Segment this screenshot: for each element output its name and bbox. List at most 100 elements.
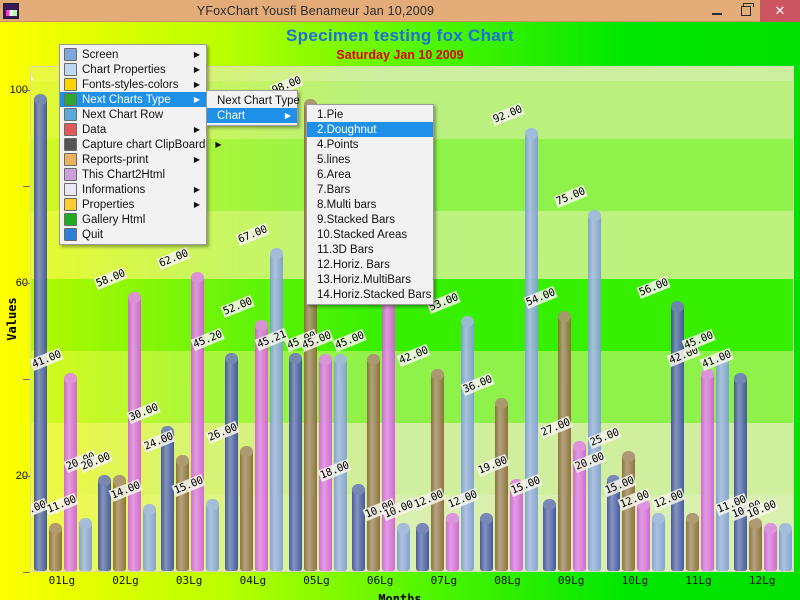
- bar[interactable]: [524, 127, 538, 571]
- minimize-button[interactable]: [702, 0, 731, 21]
- menu-item-label: 2.Doughnut: [317, 123, 377, 136]
- bar[interactable]: [573, 440, 587, 571]
- menu-item[interactable]: 2.Doughnut: [307, 122, 433, 137]
- bar[interactable]: [48, 522, 62, 571]
- menu-item[interactable]: 10.Stacked Areas: [307, 227, 433, 242]
- submenu-chart-types[interactable]: 1.Pie 2.Doughnut 4.Points 5.lines 6.Area 7.Ba…: [306, 104, 434, 305]
- submenu-arrow-icon: ▶: [193, 64, 200, 74]
- menu-item[interactable]: Next Chart Type: [207, 93, 300, 108]
- menu-item[interactable]: Gallery Html: [60, 212, 206, 227]
- menu-item[interactable]: 13.Horiz.MultiBars: [307, 272, 433, 287]
- folder-icon: [64, 153, 77, 166]
- menu-item[interactable]: 1.Pie: [307, 107, 433, 122]
- menu-item[interactable]: Next Chart Row: [60, 107, 206, 122]
- bar[interactable]: [479, 513, 493, 571]
- bar[interactable]: [651, 513, 665, 571]
- bar[interactable]: [142, 503, 156, 571]
- bar[interactable]: [558, 310, 572, 571]
- submenu-arrow-icon: ▶: [193, 124, 200, 134]
- page-icon: [64, 183, 77, 196]
- menu-item[interactable]: 14.Horiz.Stacked Bars: [307, 287, 433, 302]
- bar[interactable]: [636, 498, 650, 571]
- bar[interactable]: [161, 426, 175, 571]
- submenu-next-charts-type[interactable]: Next Chart Type Chart ▶: [206, 90, 300, 126]
- bar[interactable]: [715, 354, 729, 571]
- bar[interactable]: [191, 272, 205, 571]
- bar[interactable]: [460, 315, 474, 571]
- menu-item[interactable]: 5.lines: [307, 152, 433, 167]
- menu-item[interactable]: Informations ▶: [60, 182, 206, 197]
- menu-item[interactable]: 11.3D Bars: [307, 242, 433, 257]
- menu-item[interactable]: Quit: [60, 227, 206, 242]
- bar[interactable]: [288, 353, 302, 571]
- x-axis: 01Lg 02Lg 03Lg 04Lg 05Lg 06Lg 07Lg 08Lg 09Lg 10Lg…: [30, 572, 794, 592]
- menu-item[interactable]: Properties ▶: [60, 197, 206, 212]
- bar[interactable]: [269, 248, 283, 571]
- menu-item[interactable]: Data ▶: [60, 122, 206, 137]
- bar-cap: [734, 373, 748, 385]
- star-icon: [64, 78, 77, 91]
- bar[interactable]: [734, 373, 748, 571]
- menu-item[interactable]: 8.Multi bars: [307, 197, 433, 212]
- bar[interactable]: [206, 498, 220, 571]
- bar-cap: [558, 310, 572, 322]
- menu-item[interactable]: This Chart2Html: [60, 167, 206, 182]
- menu-item[interactable]: 12.Horiz. Bars: [307, 257, 433, 272]
- bar[interactable]: [78, 518, 92, 571]
- menu-item[interactable]: Screen ▶: [60, 47, 206, 62]
- bar-cap: [127, 291, 141, 303]
- bar[interactable]: [239, 445, 253, 571]
- menu-item[interactable]: Fonts-styles-colors ▶: [60, 77, 206, 92]
- bar[interactable]: [779, 522, 793, 571]
- bar[interactable]: [764, 522, 778, 571]
- bar[interactable]: [397, 522, 411, 571]
- bar-cap: [318, 354, 332, 366]
- bar-cap: [430, 368, 444, 380]
- bar[interactable]: [176, 455, 190, 571]
- check-icon: [64, 213, 77, 226]
- bar[interactable]: [254, 320, 268, 571]
- bar[interactable]: [588, 209, 602, 571]
- menu-item[interactable]: Capture chart ClipBoard ▶: [60, 137, 222, 152]
- bar[interactable]: [430, 368, 444, 571]
- bar[interactable]: [685, 513, 699, 571]
- menu-item[interactable]: Reports-print ▶: [60, 152, 206, 167]
- menu-item[interactable]: 9.Stacked Bars: [307, 212, 433, 227]
- y-tick-mark: [23, 572, 30, 573]
- bar-cap: [97, 474, 111, 486]
- bar-cap: [352, 484, 366, 496]
- bar[interactable]: [445, 513, 459, 571]
- bar[interactable]: [224, 353, 238, 571]
- menu-item[interactable]: 7.Bars: [307, 182, 433, 197]
- menu-item-label: Capture chart ClipBoard: [82, 138, 206, 151]
- menu-item[interactable]: 6.Area: [307, 167, 433, 182]
- bar[interactable]: [621, 450, 635, 571]
- bar[interactable]: [415, 522, 429, 571]
- bar[interactable]: [97, 474, 111, 571]
- bar[interactable]: [749, 518, 763, 571]
- menu-item[interactable]: 4.Points: [307, 137, 433, 152]
- submenu-arrow-icon: ▶: [193, 184, 200, 194]
- bar[interactable]: [127, 291, 141, 571]
- bar[interactable]: [367, 354, 381, 571]
- bar[interactable]: [33, 93, 47, 571]
- menu-item[interactable]: Chart Properties ▶: [60, 62, 206, 77]
- menu-item[interactable]: Chart ▶: [207, 108, 297, 123]
- bar[interactable]: [700, 368, 714, 571]
- context-menu-main[interactable]: Screen ▶ Chart Properties ▶ Fonts-styles-col…: [59, 44, 222, 245]
- bar[interactable]: [318, 354, 332, 571]
- close-button[interactable]: ✕: [760, 0, 800, 22]
- menu-item[interactable]: Next Charts Type ▶: [60, 92, 206, 107]
- bar-cap: [78, 518, 92, 529]
- menu-item-label: 9.Stacked Bars: [317, 213, 395, 226]
- bar[interactable]: [352, 484, 366, 571]
- bar-cap: [764, 522, 778, 534]
- bar-cap: [48, 522, 62, 534]
- bar-cap: [288, 353, 302, 365]
- restore-button[interactable]: [731, 0, 760, 21]
- menu-item-label: This Chart2Html: [82, 168, 166, 181]
- bar[interactable]: [543, 498, 557, 571]
- bar[interactable]: [494, 397, 508, 571]
- y-axis: 20 60 100: [0, 66, 30, 573]
- bar[interactable]: [63, 373, 77, 571]
